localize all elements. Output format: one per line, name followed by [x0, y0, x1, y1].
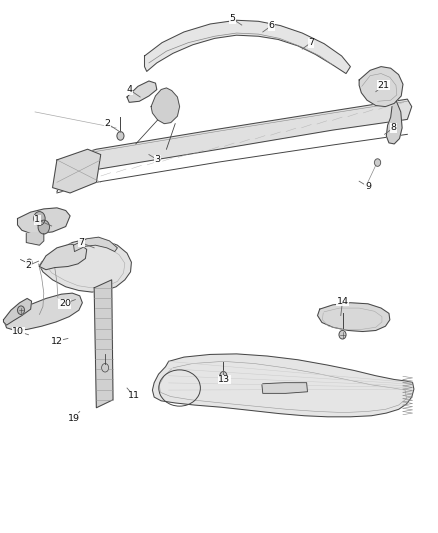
- Text: 5: 5: [229, 14, 235, 23]
- Text: 12: 12: [51, 337, 63, 345]
- Polygon shape: [145, 20, 350, 74]
- Circle shape: [102, 364, 109, 372]
- Text: 1: 1: [34, 215, 40, 224]
- Text: 14: 14: [336, 297, 349, 305]
- Polygon shape: [39, 244, 87, 270]
- Text: 7: 7: [308, 38, 314, 47]
- Text: 7: 7: [78, 238, 84, 247]
- Circle shape: [374, 159, 381, 166]
- Text: 21: 21: [378, 81, 390, 90]
- Circle shape: [34, 212, 45, 225]
- Text: 2: 2: [25, 261, 32, 270]
- Circle shape: [339, 330, 346, 339]
- Polygon shape: [53, 149, 101, 193]
- Circle shape: [27, 259, 32, 265]
- Text: 13: 13: [218, 375, 230, 384]
- Polygon shape: [18, 208, 70, 233]
- Circle shape: [18, 306, 25, 314]
- Polygon shape: [4, 293, 82, 330]
- Polygon shape: [386, 101, 402, 144]
- Polygon shape: [4, 298, 32, 325]
- Text: 3: 3: [155, 156, 161, 164]
- Text: 4: 4: [126, 85, 132, 94]
- Circle shape: [38, 220, 49, 234]
- Polygon shape: [318, 303, 390, 332]
- Text: 11: 11: [127, 391, 140, 400]
- Polygon shape: [262, 383, 307, 393]
- Text: 20: 20: [59, 300, 71, 308]
- Polygon shape: [359, 67, 403, 107]
- Polygon shape: [94, 280, 113, 408]
- Polygon shape: [57, 99, 412, 192]
- Polygon shape: [127, 81, 157, 102]
- Text: 8: 8: [390, 124, 396, 132]
- Polygon shape: [151, 88, 180, 124]
- Text: 2: 2: [104, 119, 110, 128]
- Text: 9: 9: [365, 182, 371, 191]
- Text: 6: 6: [268, 21, 275, 30]
- Polygon shape: [74, 237, 117, 252]
- Circle shape: [117, 132, 124, 140]
- Polygon shape: [152, 354, 414, 417]
- Polygon shape: [39, 239, 131, 292]
- Text: 19: 19: [67, 414, 80, 423]
- Circle shape: [220, 372, 227, 380]
- Text: 10: 10: [12, 327, 25, 336]
- Polygon shape: [26, 233, 44, 245]
